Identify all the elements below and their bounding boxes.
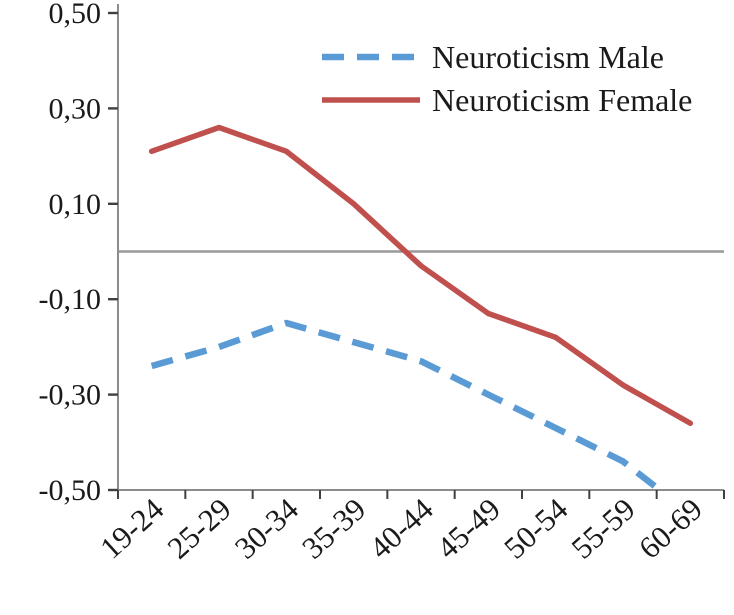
y-tick-label: -0,10 bbox=[39, 283, 102, 316]
legend-item-neuroticism-female: Neuroticism Female bbox=[322, 82, 692, 118]
x-tick-label: 30-34 bbox=[228, 491, 306, 566]
y-tick-label: -0,50 bbox=[39, 474, 102, 507]
y-axis: 0,50 0,30 0,10 -0,10 -0,30 -0,50 bbox=[39, 0, 118, 507]
series-group bbox=[148, 124, 694, 490]
x-tick-label: 40-44 bbox=[363, 491, 441, 566]
x-tick-label: 25-29 bbox=[161, 491, 238, 565]
x-tick-label: 55-59 bbox=[565, 491, 642, 565]
y-tick-label: 0,30 bbox=[49, 92, 102, 125]
x-tick-label: 19-24 bbox=[93, 491, 171, 566]
legend-label: Neuroticism Female bbox=[432, 82, 692, 118]
x-axis: 19-2425-2930-3435-3940-4445-4950-5455-59… bbox=[93, 490, 725, 566]
series-line-neuroticism-male bbox=[150, 319, 666, 490]
y-tick-label: 0,10 bbox=[49, 188, 102, 221]
y-tick-label: 0,50 bbox=[49, 0, 102, 30]
legend: Neuroticism Male Neuroticism Female bbox=[322, 39, 692, 118]
x-tick-label: 45-49 bbox=[430, 491, 507, 565]
y-tick-label: -0,30 bbox=[39, 379, 102, 412]
legend-label: Neuroticism Male bbox=[432, 39, 664, 75]
series-line-neuroticism-female bbox=[148, 124, 694, 426]
legend-item-neuroticism-male: Neuroticism Male bbox=[322, 39, 664, 75]
x-tick-label: 50-54 bbox=[497, 491, 575, 566]
x-tick-label: 35-39 bbox=[295, 491, 372, 565]
x-tick-label: 60-69 bbox=[632, 491, 709, 565]
